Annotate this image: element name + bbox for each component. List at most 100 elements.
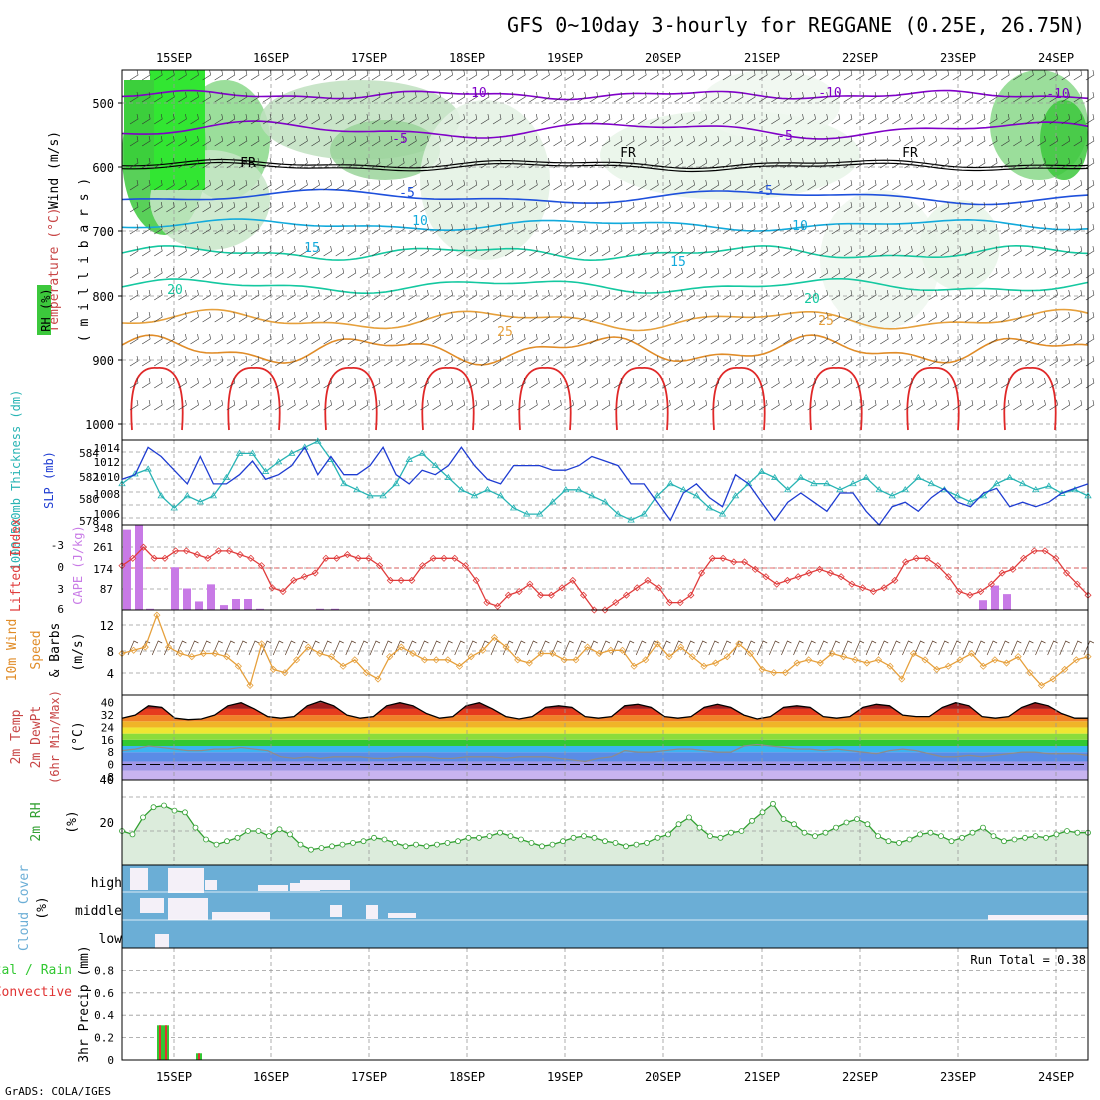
rh2m-point [560,838,566,845]
wind-barb [214,113,224,125]
wind-barb [759,355,768,367]
wind-barb [141,91,151,103]
wind-barb [323,355,332,367]
wind-barb [940,267,950,279]
wind10m-barb [272,640,284,656]
wind-barb [335,267,345,279]
wind-barb [359,69,369,81]
wind-barb [359,289,369,301]
wind-barb [1025,399,1034,411]
wind-barb [129,289,139,301]
wind-barb [541,333,550,345]
wind-barb [238,355,248,367]
wind-speed-point [746,649,755,658]
date-label-bottom: 22SEP [842,1070,878,1084]
wind-barb [904,91,913,103]
wind-barb [1013,311,1022,323]
wind-barb [347,157,357,169]
wind-barb [843,355,853,367]
lifted-index-point [730,558,738,566]
wind-barb [1025,245,1034,257]
wind-barb [686,267,695,279]
wind-barb [867,69,877,81]
wind-barb [577,135,587,147]
thickness-point [627,516,635,523]
wind-barb [916,355,925,367]
wind-barb [976,91,986,103]
wind-barb [855,311,865,323]
wind-barb [456,91,466,103]
wind-speed-point [269,665,277,674]
wind-barb [638,267,647,279]
wind10m-barb [127,640,139,656]
wind-speed-point [374,675,382,683]
lifted-index-point [891,576,899,585]
wind-barb [275,157,284,169]
wind-barb [335,333,345,345]
wind-barb [420,377,429,389]
wind-barb [335,311,345,323]
wind-barb [129,333,139,345]
wind-speed-point [199,649,208,658]
wind-barb [480,267,490,279]
wind-barb [843,157,853,169]
wind-barb [698,157,708,169]
wind-barb [952,179,962,191]
lifted-index-point [934,562,942,570]
wind-barb [722,179,732,191]
rh2m-point [329,843,335,850]
wind-barb [819,267,829,279]
thickness-point [470,492,479,499]
wind-barb [867,113,877,125]
wind-barb [1001,135,1010,147]
wind-barb [698,91,708,103]
wind-barb [323,333,332,345]
precip-conv-bar [159,1025,161,1060]
wind-barb [238,157,248,169]
thickness-point [875,486,883,493]
wind-barb [1061,333,1071,345]
wind-barb [1013,135,1022,147]
wind-barb [347,289,357,301]
rh2m-point [591,834,598,841]
wind-barb [480,69,490,81]
thickness-point [784,486,792,493]
cape-bar [146,608,154,610]
lifted-index-point [590,606,598,614]
rh2m-point [287,831,293,838]
cape-bar [991,585,999,610]
lifted-index-point [912,554,920,562]
lifted-index-point [687,591,695,599]
wind10m-barb [756,640,768,656]
wind-barb [698,267,708,279]
wind-barb [1025,69,1034,81]
wind-speed-point [816,659,824,667]
wind-barb [904,179,913,191]
thickness-point [366,492,374,499]
rh2m-point [203,836,209,843]
wind-barb [323,179,332,191]
wind-barb [432,91,441,103]
wind-barb [952,157,962,169]
date-label-bottom: 24SEP [1038,1070,1074,1084]
wind-barb [722,399,732,411]
wind-barb [541,355,550,367]
wind-barb [916,333,925,345]
cape-bar [195,601,203,610]
wind-barb [892,245,901,257]
wind-barb [275,377,284,389]
thickness-point [810,479,818,487]
wind-barb [141,267,151,279]
wind-barb [299,69,308,81]
thickness-tick: 582 [79,471,99,484]
lifted-index-point [193,550,201,559]
wind-barb [638,201,647,213]
temp-band [122,733,1088,740]
wind-speed-point [386,653,394,661]
wind-barb [178,157,187,169]
wind-barb [444,179,453,191]
wind-barb [577,377,587,389]
thickness-point [601,498,609,505]
thickness-point [549,498,557,505]
wind-barb [238,311,248,323]
